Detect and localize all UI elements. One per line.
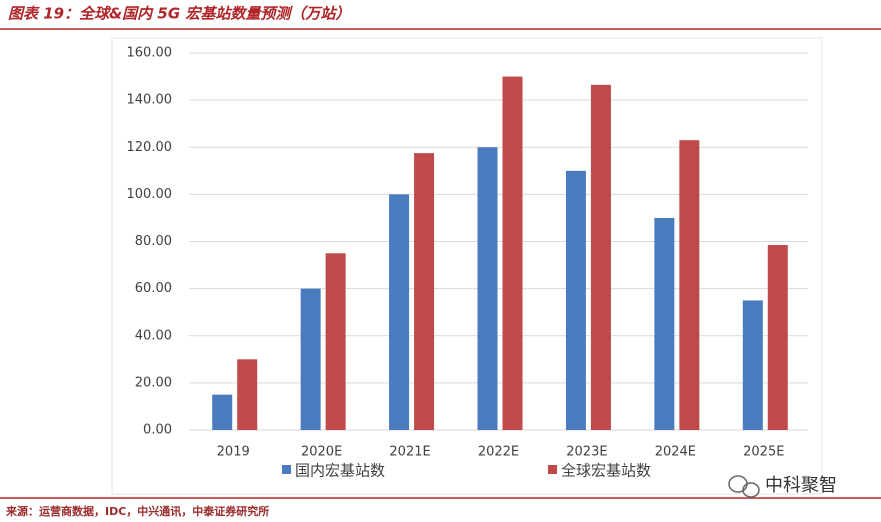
legend-label: 全球宏基站数 — [561, 462, 651, 480]
legend-swatch — [548, 465, 557, 474]
legend-label: 国内宏基站数 — [295, 462, 385, 480]
bar — [654, 217, 675, 430]
y-tick-label: 80.00 — [135, 234, 172, 249]
x-tick-label: 2024E — [655, 445, 696, 460]
x-tick-label: 2021E — [389, 445, 430, 460]
watermark: 中科聚智 — [765, 475, 837, 496]
x-tick-label: 2022E — [478, 445, 519, 460]
chart-frame — [111, 37, 823, 495]
x-tick-label: 2020E — [301, 445, 342, 460]
x-tick-label: 2023E — [566, 445, 607, 460]
bar — [502, 76, 523, 430]
bar — [565, 170, 586, 430]
bar — [212, 394, 233, 430]
y-tick-label: 60.00 — [135, 281, 172, 296]
y-tick-label: 160.00 — [127, 46, 173, 61]
y-tick-label: 140.00 — [127, 93, 173, 108]
chart-title: 图表 19：全球&国内 5G 宏基站数量预测（万站） — [8, 5, 350, 23]
x-tick-label: 2025E — [743, 445, 784, 460]
bar — [477, 147, 498, 430]
y-tick-label: 100.00 — [127, 187, 173, 202]
y-tick-label: 20.00 — [135, 375, 172, 390]
bar — [300, 288, 321, 430]
source-note: 来源：运营商数据，IDC，中兴通讯，中泰证券研究所 — [5, 504, 269, 518]
x-tick-label: 2019 — [217, 445, 250, 460]
bar — [590, 84, 611, 430]
bar — [742, 300, 763, 430]
y-tick-label: 40.00 — [135, 328, 172, 343]
bar — [767, 245, 788, 430]
bar — [389, 194, 410, 430]
bar — [237, 359, 258, 430]
watermark-icon — [728, 475, 760, 498]
legend-swatch — [282, 465, 291, 474]
bar — [414, 153, 435, 430]
y-tick-label: 0.00 — [143, 423, 172, 438]
bar — [325, 253, 346, 430]
y-tick-label: 120.00 — [127, 140, 173, 155]
bar — [679, 140, 700, 430]
